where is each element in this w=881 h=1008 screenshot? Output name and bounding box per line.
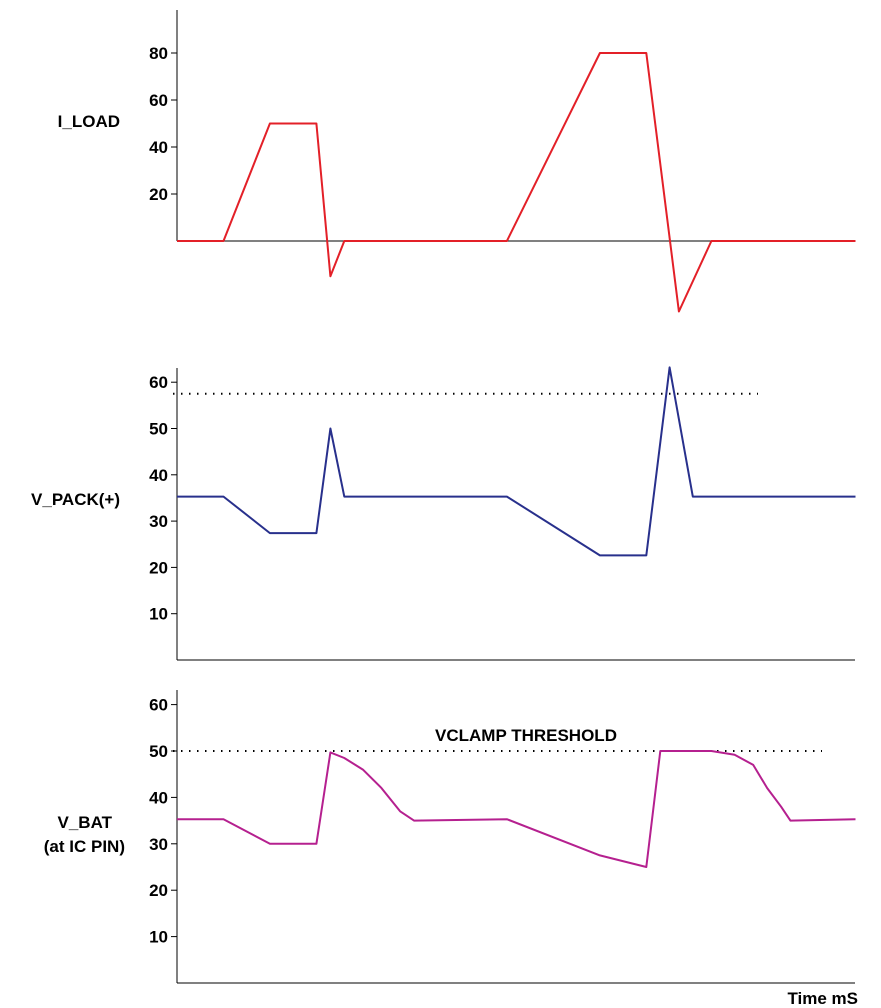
v-bat-tick-label-60: 60: [149, 696, 168, 715]
v-pack-tick-label-50: 50: [149, 420, 168, 439]
v-bat-tick-label-40: 40: [149, 788, 168, 807]
v-pack-tick-label-40: 40: [149, 466, 168, 485]
x-axis-label: Time mS: [787, 989, 858, 1008]
i-load-tick-label-20: 20: [149, 185, 168, 204]
v-bat-tick-label-20: 20: [149, 881, 168, 900]
v-pack-series-line: [177, 366, 856, 557]
panel-v-bat: V_BAT (at IC PIN) 10 20 30 40 50 60 VCLAMP TH…: [44, 690, 858, 1008]
i-load-tick-label-80: 80: [149, 44, 168, 63]
i-load-tick-label-60: 60: [149, 91, 168, 110]
i-load-ticks: 20 40 60 80: [149, 44, 177, 204]
vclamp-threshold-label: VCLAMP THRESHOLD: [435, 726, 617, 745]
v-bat-sublabel: (at IC PIN): [44, 837, 125, 856]
v-pack-tick-label-60: 60: [149, 373, 168, 392]
v-bat-tick-label-50: 50: [149, 742, 168, 761]
v-pack-tick-label-30: 30: [149, 512, 168, 531]
v-bat-tick-label-10: 10: [149, 928, 168, 947]
panel-v-pack: V_PACK(+) 10 20 30 40 50 60: [31, 366, 856, 661]
v-pack-tick-label-10: 10: [149, 605, 168, 624]
panel-i-load: I_LOAD 20 40 60 80: [58, 10, 856, 313]
v-pack-tick-label-20: 20: [149, 558, 168, 577]
v-bat-series-line: [177, 750, 856, 868]
i-load-label: I_LOAD: [58, 112, 120, 131]
v-bat-ticks: 10 20 30 40 50 60: [149, 696, 177, 947]
v-pack-label: V_PACK(+): [31, 490, 120, 509]
v-bat-tick-label-30: 30: [149, 835, 168, 854]
i-load-tick-label-40: 40: [149, 138, 168, 157]
v-pack-ticks: 10 20 30 40 50 60: [149, 373, 177, 624]
i-load-series-line: [177, 52, 856, 313]
v-bat-label: V_BAT: [58, 813, 113, 832]
